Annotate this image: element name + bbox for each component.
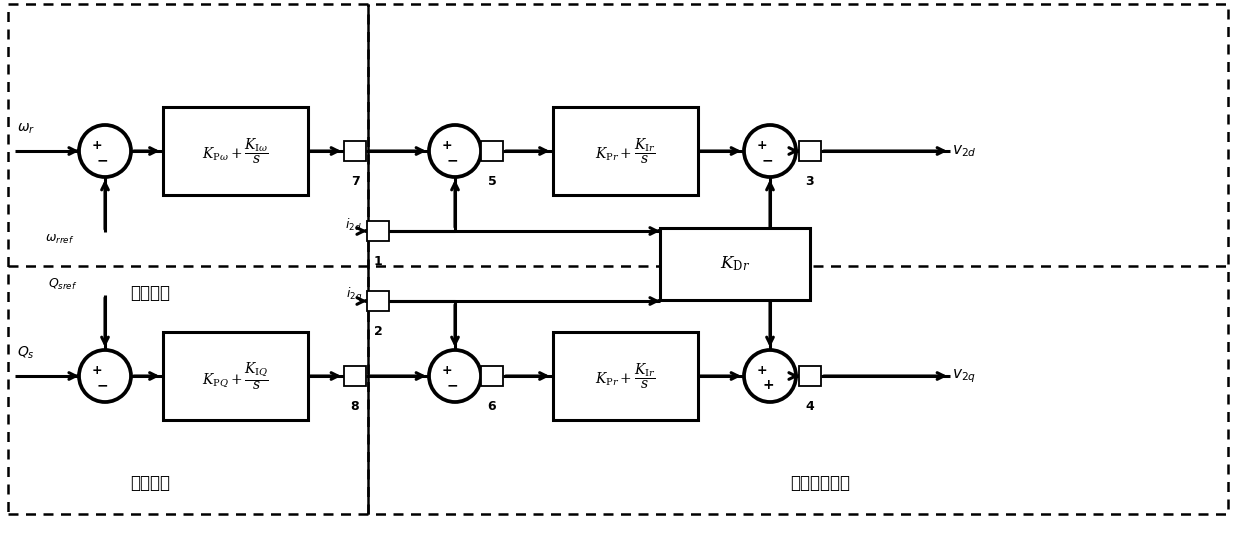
Text: +: + — [442, 139, 452, 152]
Bar — [344, 366, 366, 386]
Bar — [660, 228, 810, 300]
Text: −: − — [97, 153, 109, 167]
Bar — [367, 221, 389, 241]
Bar — [162, 107, 307, 195]
Text: $i_{2q}$: $i_{2q}$ — [346, 286, 362, 304]
Text: −: − — [447, 378, 458, 392]
Text: $K_{\mathrm{P}r}+\dfrac{K_{\mathrm{I}r}}{s}$: $K_{\mathrm{P}r}+\dfrac{K_{\mathrm{I}r}}… — [595, 361, 655, 391]
Text: +: + — [92, 364, 103, 377]
Text: $K_{\mathrm{D}r}$: $K_{\mathrm{D}r}$ — [720, 255, 750, 273]
Text: $K_{\mathrm{P}r}+\dfrac{K_{\mathrm{I}r}}{s}$: $K_{\mathrm{P}r}+\dfrac{K_{\mathrm{I}r}}… — [595, 136, 655, 166]
Bar — [367, 291, 389, 311]
Text: $Q_s$: $Q_s$ — [17, 345, 35, 361]
Text: $Q_{sref}$: $Q_{sref}$ — [48, 277, 78, 292]
Text: 3: 3 — [805, 175, 814, 188]
Text: +: + — [762, 378, 773, 392]
Bar — [344, 141, 366, 161]
Text: $v_{2q}$: $v_{2q}$ — [952, 367, 976, 385]
Text: $\omega_{rref}$: $\omega_{rref}$ — [45, 233, 74, 246]
Bar — [799, 366, 821, 386]
Text: +: + — [92, 139, 103, 152]
Text: +: + — [757, 139, 768, 152]
Text: −: − — [447, 153, 458, 167]
Text: 无功控制: 无功控制 — [130, 474, 170, 492]
Text: 电流跟踪控制: 电流跟踪控制 — [790, 474, 850, 492]
Text: 6: 6 — [488, 400, 497, 413]
Bar — [553, 107, 698, 195]
Text: 4: 4 — [805, 400, 814, 413]
Text: 1: 1 — [374, 255, 383, 268]
Text: +: + — [442, 364, 452, 377]
Bar — [162, 332, 307, 420]
Text: $K_{\mathrm{P}Q}+\dfrac{K_{\mathrm{I}Q}}{s}$: $K_{\mathrm{P}Q}+\dfrac{K_{\mathrm{I}Q}}… — [202, 360, 269, 392]
Text: 2: 2 — [374, 325, 383, 338]
Text: 转速控制: 转速控制 — [130, 284, 170, 302]
Text: $v_{2d}$: $v_{2d}$ — [952, 143, 976, 159]
Text: 5: 5 — [488, 175, 497, 188]
Text: −: − — [762, 153, 773, 167]
Text: −: − — [97, 378, 109, 392]
Text: $\omega_r$: $\omega_r$ — [17, 122, 35, 136]
Text: +: + — [757, 364, 768, 377]
Text: 7: 7 — [351, 175, 359, 188]
Bar — [799, 141, 821, 161]
Text: $K_{\mathrm{P}\omega}+\dfrac{K_{\mathrm{I}\omega}}{s}$: $K_{\mathrm{P}\omega}+\dfrac{K_{\mathrm{… — [202, 136, 269, 166]
Text: 8: 8 — [351, 400, 359, 413]
Text: $i_{2d}$: $i_{2d}$ — [346, 217, 362, 233]
Bar — [481, 366, 503, 386]
Bar — [553, 332, 698, 420]
Bar — [481, 141, 503, 161]
